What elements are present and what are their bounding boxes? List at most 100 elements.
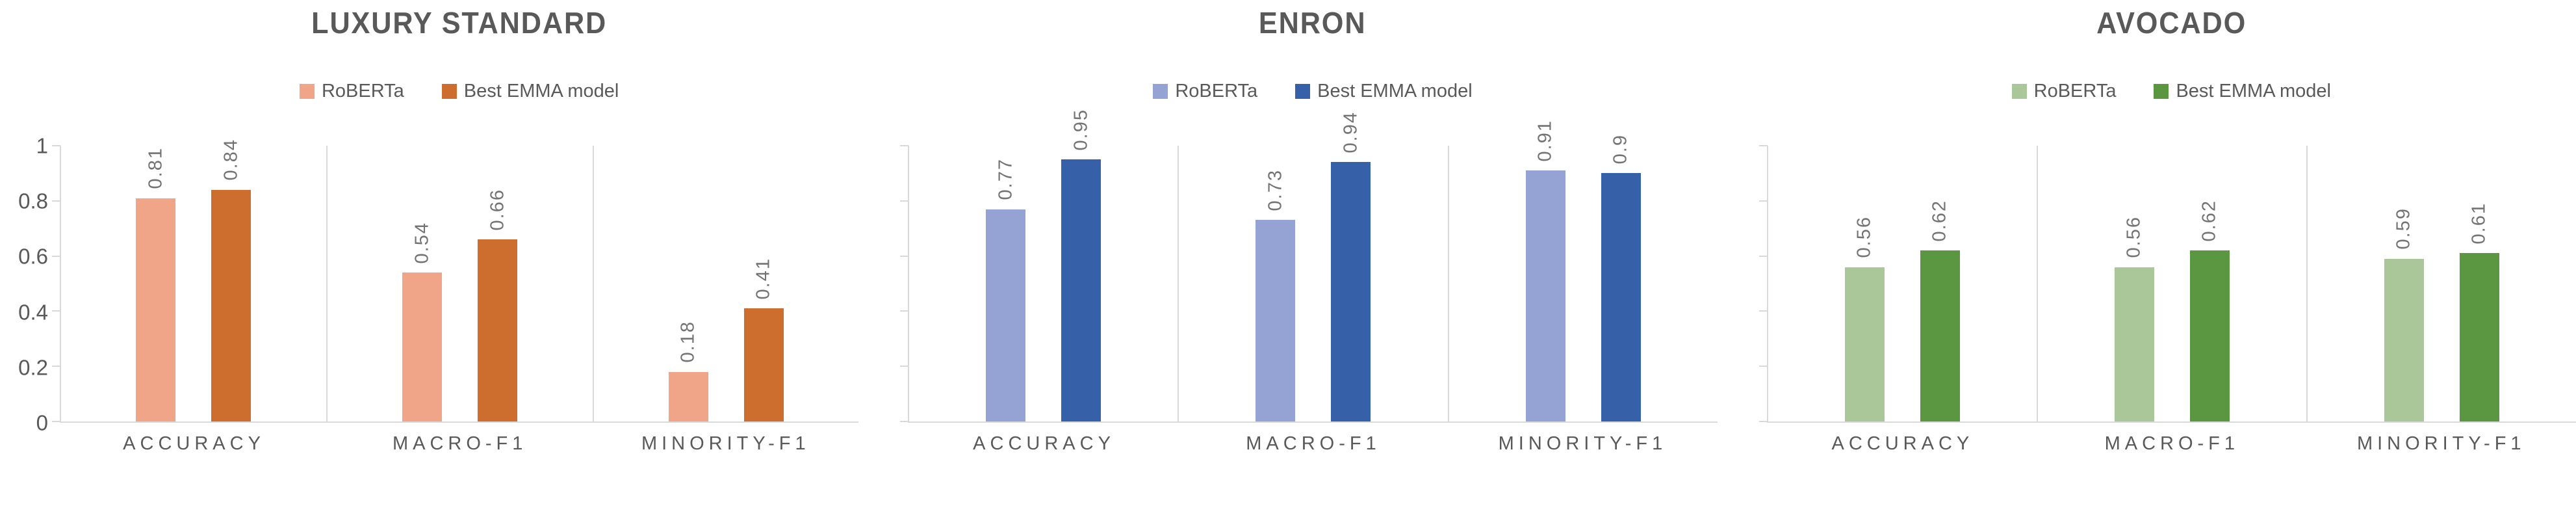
bar-best-emma-minority-f1: 0.61 (2459, 202, 2499, 421)
y-axis-tick (1758, 255, 1768, 257)
bar-best-emma-macro-f1: 0.94 (1331, 111, 1371, 421)
legend-item-best-emma: Best EMMA model (2154, 81, 2331, 102)
bar-best-emma-accuracy: 0.62 (1920, 200, 1960, 421)
legend-item-best-emma: Best EMMA model (1295, 81, 1473, 102)
y-axis-label: 0.4 (18, 300, 48, 325)
y-axis-tick (1758, 200, 1768, 202)
bar-value-label: 0.91 (1534, 119, 1556, 162)
legend-label: Best EMMA model (463, 80, 619, 101)
legend-item-roberta: RoBERTa (1153, 81, 1257, 102)
bar-value-label: 0.54 (411, 221, 433, 264)
legend-label: Best EMMA model (2176, 80, 2331, 101)
bar-value-label: 0.56 (1853, 216, 1875, 258)
y-axis-tick (900, 421, 909, 422)
bar-roberta-minority-f1: 0.91 (1525, 120, 1565, 421)
legend-swatch-roberta (1153, 83, 1168, 99)
y-axis: 1 0.8 0.6 0.4 0.2 0 (0, 135, 60, 434)
bar-value-label: 0.62 (1929, 199, 1950, 242)
category-cell-minority-f1: 0.18 0.41 (592, 146, 859, 421)
category-label-macro-f1: MACRO-F1 (392, 433, 528, 454)
bar-value-label: 0.77 (995, 158, 1016, 200)
y-axis-tick (900, 255, 909, 257)
bar-value-label: 0.56 (2123, 216, 2145, 258)
legend-label: Best EMMA model (1317, 80, 1473, 101)
y-axis-tick (1758, 366, 1768, 367)
y-axis-tick (1758, 310, 1768, 312)
category-cell-macro-f1: 0.54 0.66 (326, 146, 593, 421)
legend: RoBERTa Best EMMA model (1767, 78, 2576, 104)
bar-roberta-accuracy: 0.77 (986, 158, 1026, 421)
category-label-minority-f1: MINORITY-F1 (641, 433, 810, 454)
category-cell-accuracy: 0.77 0.95 (909, 109, 1178, 421)
y-axis-label: 0.8 (18, 189, 48, 213)
bar-roberta-macro-f1: 0.73 (1256, 169, 1296, 421)
bar-roberta-minority-f1: 0.18 (668, 321, 708, 421)
category-label-accuracy: ACCURACY (1831, 433, 1974, 454)
legend-swatch-best-emma (2154, 83, 2169, 99)
bar-value-label: 0.95 (1070, 108, 1092, 151)
category-cell-macro-f1: 0.73 0.94 (1178, 111, 1447, 421)
bar-value-label: 0.9 (1610, 134, 1631, 165)
bar-roberta-accuracy: 0.56 (1844, 216, 1885, 421)
x-axis: ACCURACY MACRO-F1 MINORITY-F1 (1768, 433, 2576, 455)
bar-value-label: 0.41 (753, 257, 774, 300)
y-axis-tick (52, 255, 60, 257)
chart-title: ENRON (1259, 6, 1367, 40)
chart-avocado: AVOCADO RoBERTa Best EMMA model (1718, 0, 2576, 521)
legend-swatch-best-emma (1295, 83, 1311, 99)
y-axis-tick (1758, 145, 1768, 146)
y-axis-tick (900, 200, 909, 202)
plot-area: 0.77 0.95 0.73 0.94 (900, 109, 1718, 423)
bar-roberta-accuracy: 0.81 (136, 147, 176, 421)
legend-item-best-emma: Best EMMA model (441, 80, 619, 102)
category-label-accuracy: ACCURACY (973, 433, 1115, 454)
bar-best-emma-minority-f1: 0.41 (743, 258, 784, 421)
bar-best-emma-minority-f1: 0.9 (1601, 134, 1641, 421)
category-label-minority-f1: MINORITY-F1 (1498, 433, 1668, 454)
category-label-accuracy: ACCURACY (123, 433, 265, 454)
chart-luxury-standard: LUXURY STANDARD RoBERTa Best EMMA model … (0, 0, 859, 521)
bar-value-label: 0.81 (145, 147, 166, 189)
y-axis-tick (900, 310, 909, 312)
bar-best-emma-accuracy: 0.84 (211, 139, 251, 421)
y-axis-tick (52, 366, 60, 367)
y-axis-label: 0 (36, 410, 48, 435)
chart-enron: ENRON RoBERTa Best EMMA model (858, 0, 1718, 521)
legend-label: RoBERTa (321, 80, 404, 101)
y-axis-tick (52, 421, 60, 422)
category-label-minority-f1: MINORITY-F1 (2356, 433, 2526, 454)
legend-item-roberta: RoBERTa (2011, 81, 2116, 102)
category-cell-accuracy: 0.56 0.62 (1768, 146, 2037, 421)
y-axis (1718, 146, 1767, 423)
category-label-macro-f1: MACRO-F1 (1246, 433, 1381, 454)
y-axis-label: 0.2 (18, 355, 48, 380)
y-axis-tick (900, 145, 909, 146)
y-axis-tick (900, 366, 909, 367)
bar-roberta-minority-f1: 0.59 (2384, 207, 2424, 421)
bar-roberta-macro-f1: 0.54 (402, 222, 443, 421)
legend-swatch-roberta (299, 83, 315, 99)
category-cell-minority-f1: 0.59 0.61 (2306, 146, 2576, 421)
category-cell-accuracy: 0.81 0.84 (61, 139, 326, 421)
bar-value-label: 0.62 (2198, 199, 2220, 242)
plot-area: 0.56 0.62 0.56 0.62 (1758, 145, 2576, 423)
y-axis (858, 146, 908, 423)
y-axis-tick (52, 310, 60, 312)
category-label-macro-f1: MACRO-F1 (2104, 433, 2240, 454)
legend: RoBERTa Best EMMA model (60, 78, 858, 104)
plot-area: 0.81 0.84 0.54 0.66 (52, 139, 859, 423)
y-axis-label: 0.6 (18, 244, 48, 269)
chart-title: AVOCADO (2096, 6, 2247, 40)
bar-value-label: 0.94 (1340, 111, 1361, 154)
bar-value-label: 0.73 (1265, 169, 1286, 211)
legend-swatch-best-emma (441, 83, 457, 99)
bar-value-label: 0.66 (487, 188, 508, 231)
y-axis-label: 1 (36, 133, 48, 158)
bar-roberta-macro-f1: 0.56 (2114, 216, 2154, 421)
category-cell-macro-f1: 0.56 0.62 (2036, 146, 2306, 421)
legend: RoBERTa Best EMMA model (908, 78, 1717, 104)
bar-best-emma-accuracy: 0.95 (1061, 109, 1101, 421)
category-cell-minority-f1: 0.91 0.9 (1447, 120, 1718, 421)
legend-item-roberta: RoBERTa (299, 80, 404, 102)
